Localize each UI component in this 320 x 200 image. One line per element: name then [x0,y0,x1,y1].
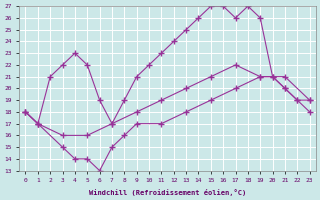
X-axis label: Windchill (Refroidissement éolien,°C): Windchill (Refroidissement éolien,°C) [89,189,246,196]
